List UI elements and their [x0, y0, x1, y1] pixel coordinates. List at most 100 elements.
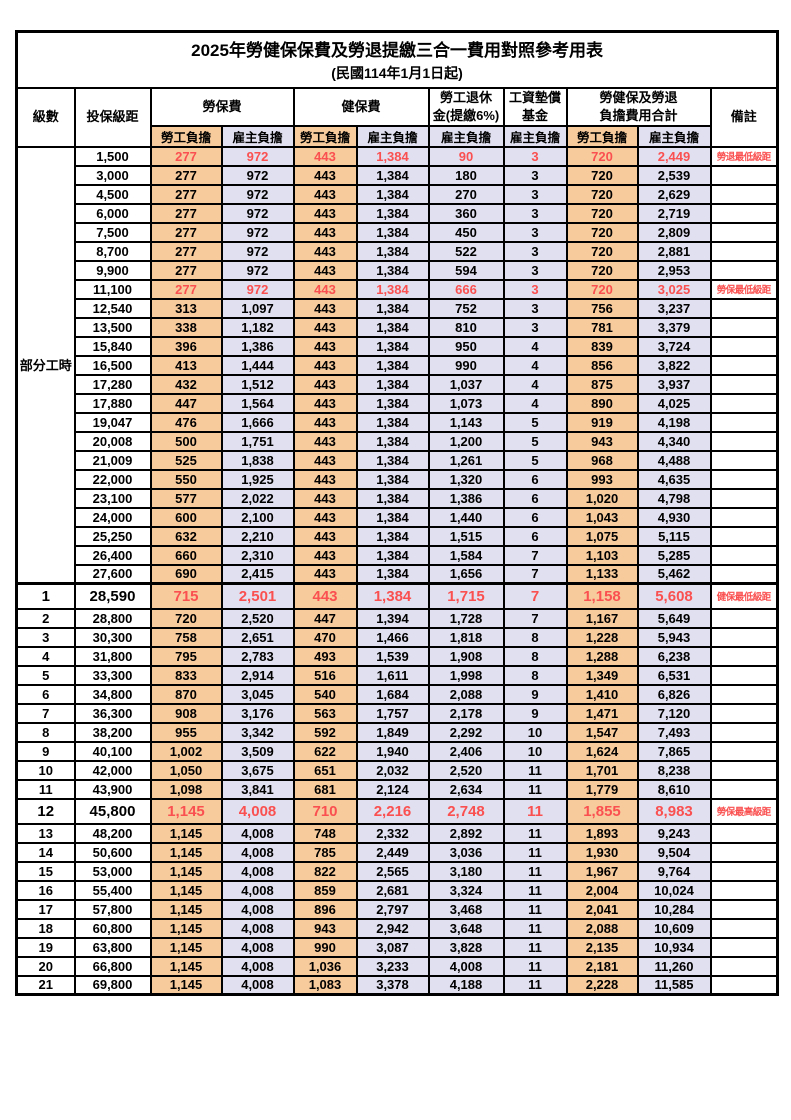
bracket-cell: 19,047: [73, 411, 152, 433]
remark-cell: [709, 607, 779, 629]
table-row: 3,000 277 972 443 1,384 180 3 720 2,539: [17, 164, 779, 186]
col-header-pension: 勞工退休 金(提繳6%): [427, 86, 505, 127]
fee-cell: 4,798: [636, 487, 712, 509]
fee-cell: 3,237: [636, 297, 712, 319]
fee-cell: 2,565: [355, 860, 430, 882]
table-row: 6 34,800 870 3,045 540 1,684 2,088 9 1,410 6,826: [15, 683, 779, 705]
fee-cell: 443: [292, 449, 358, 471]
fee-cell: 1,073: [427, 392, 505, 414]
level-cell: 11: [15, 778, 76, 800]
fee-cell: 833: [149, 664, 223, 686]
fee-cell: 592: [292, 721, 358, 743]
fee-cell: 4,635: [636, 468, 712, 490]
fee-cell: 2,681: [355, 879, 430, 901]
fee-cell: 3,828: [427, 936, 505, 958]
fee-cell: 277: [149, 183, 223, 205]
remark-cell: [709, 506, 779, 528]
table-row: 4,500 277 972 443 1,384 270 3 720 2,629: [17, 183, 779, 205]
wage-fund-label-line1: 工資墊償: [508, 89, 561, 105]
fee-cell: 632: [149, 525, 223, 547]
fee-cell: 5,608: [636, 582, 712, 610]
fee-cell: 4,008: [220, 898, 295, 920]
fee-cell: 2,292: [427, 721, 505, 743]
remark-cell: [709, 898, 779, 920]
remark-cell: [709, 373, 779, 395]
fee-cell: 11: [502, 759, 568, 781]
bracket-cell: 23,100: [73, 487, 152, 509]
fee-cell: 443: [292, 373, 358, 395]
fee-cell: 10,609: [636, 917, 712, 939]
fee-cell: 11: [502, 879, 568, 901]
fee-cell: 1,751: [220, 430, 295, 452]
remark-cell: [709, 645, 779, 667]
table-row: 19 63,800 1,145 4,008 990 3,087 3,828 11 2,135 10…: [15, 936, 779, 958]
bracket-cell: 36,300: [73, 702, 152, 724]
fee-cell: 1,624: [565, 740, 639, 762]
fee-cell: 1,320: [427, 468, 505, 490]
table-row: 4 31,800 795 2,783 493 1,539 1,908 8 1,288 6,238: [15, 645, 779, 667]
fee-cell: 522: [427, 240, 505, 262]
fee-cell: 2,634: [427, 778, 505, 800]
fee-cell: 1,384: [355, 335, 430, 357]
fee-cell: 2,041: [565, 898, 639, 920]
col-header-total: 勞健保及勞退 負擔費用合計: [565, 86, 712, 127]
fee-cell: 2,809: [636, 221, 712, 243]
fee-cell: 443: [292, 335, 358, 357]
fee-cell: 1,779: [565, 778, 639, 800]
fee-cell: 2,022: [220, 487, 295, 509]
wage-fund-label-line2: 基金: [521, 107, 548, 123]
fee-cell: 1,471: [565, 702, 639, 724]
fee-cell: 3,822: [636, 354, 712, 376]
table-row: 2 28,800 720 2,520 447 1,394 1,728 7 1,167 5,649: [15, 607, 779, 629]
fee-cell: 822: [292, 860, 358, 882]
fee-cell: 1,384: [355, 449, 430, 471]
fee-cell: 1,349: [565, 664, 639, 686]
fee-cell: 1,908: [427, 645, 505, 667]
fee-cell: 1,539: [355, 645, 430, 667]
fee-cell: 1,656: [427, 563, 505, 585]
fee-cell: 432: [149, 373, 223, 395]
remark-cell: 勞保最低級距: [709, 278, 779, 300]
fee-cell: 8,983: [636, 797, 712, 825]
fee-cell: 4,008: [220, 936, 295, 958]
bracket-cell: 9,900: [73, 259, 152, 281]
level-cell: 6: [15, 683, 76, 705]
fee-cell: 11: [502, 797, 568, 825]
fee-cell: 10,024: [636, 879, 712, 901]
fee-cell: 1,384: [355, 506, 430, 528]
fee-cell: 810: [427, 316, 505, 338]
table-row: 16,500 413 1,444 443 1,384 990 4 856 3,822: [17, 354, 779, 376]
table-row: 17,280 432 1,512 443 1,384 1,037 4 875 3,937: [17, 373, 779, 395]
fee-cell: 720: [565, 278, 639, 300]
fee-cell: 720: [565, 259, 639, 281]
fee-cell: 443: [292, 525, 358, 547]
fee-cell: 919: [565, 411, 639, 433]
fee-cell: 781: [565, 316, 639, 338]
bracket-cell: 25,250: [73, 525, 152, 547]
fee-cell: 660: [149, 544, 223, 566]
fee-cell: 990: [292, 936, 358, 958]
remark-cell: [709, 411, 779, 433]
remark-cell: [709, 525, 779, 547]
fee-cell: 1,512: [220, 373, 295, 395]
table-row: 14 50,600 1,145 4,008 785 2,449 3,036 11 1,930 9,…: [15, 841, 779, 863]
fee-cell: 577: [149, 487, 223, 509]
fee-cell: 681: [292, 778, 358, 800]
fee-cell: 748: [292, 822, 358, 844]
total-label-line2: 負擔費用合計: [599, 107, 678, 123]
fee-cell: 9,243: [636, 822, 712, 844]
fee-cell: 1,384: [355, 259, 430, 281]
fee-cell: 3,378: [355, 974, 430, 996]
remark-cell: [709, 683, 779, 705]
level-cell: 10: [15, 759, 76, 781]
table-row: 部分工時 1,500 277 972 443 1,384 90 3 720 2,449 勞退最低級距: [15, 145, 779, 585]
fee-cell: 7,493: [636, 721, 712, 743]
remark-cell: [709, 449, 779, 471]
fee-cell: 720: [565, 240, 639, 262]
fee-cell: 6,531: [636, 664, 712, 686]
remark-cell: [709, 430, 779, 452]
fee-cell: 1,043: [565, 506, 639, 528]
remark-cell: [709, 822, 779, 844]
fee-cell: 270: [427, 183, 505, 205]
